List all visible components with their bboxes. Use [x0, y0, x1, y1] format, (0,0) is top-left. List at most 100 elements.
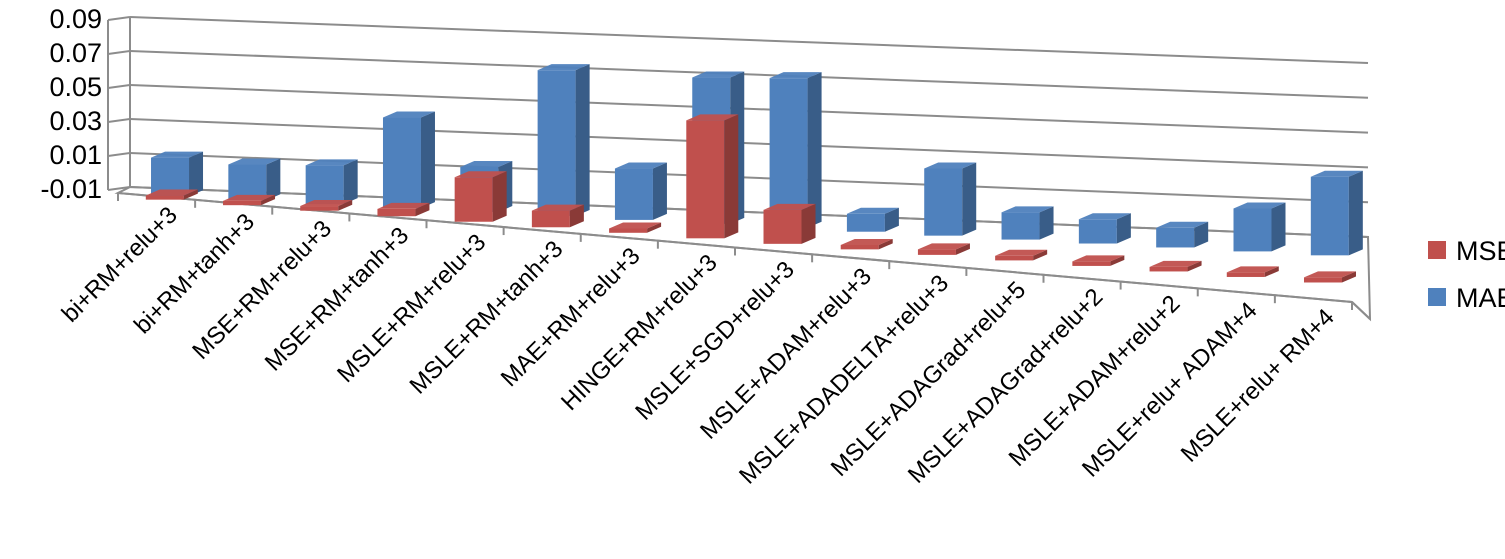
bar-side-face [1348, 170, 1363, 256]
bar-side-face [962, 162, 977, 236]
y-tick-label: -0.01 [40, 174, 102, 204]
bar-mse-9 [840, 238, 893, 250]
bar-side-face [261, 194, 276, 206]
bar-top-face [531, 204, 584, 211]
bar-top-face [454, 171, 507, 178]
side-gridline [107, 50, 131, 55]
bar-mae-2 [305, 159, 358, 205]
y-tick-label: 0.09 [49, 4, 102, 34]
bar-mse-6 [609, 222, 662, 233]
y-axis-ticks: -0.01 0.01 0.03 0.05 0.07 0.09 [40, 4, 102, 204]
bar-front-face [454, 177, 493, 222]
bar-side-face [652, 162, 667, 220]
bar-side-face [420, 111, 435, 209]
bar-mse-4 [454, 171, 507, 222]
bar-top-face [924, 162, 977, 169]
bar-side-face [1264, 266, 1279, 277]
bar-front-face [995, 255, 1034, 261]
y-tick-label: 0.07 [49, 38, 102, 68]
bar-mse-5 [531, 204, 584, 228]
bar-side-face [415, 202, 430, 217]
gridline [129, 16, 1369, 64]
bar-mae-15 [1310, 170, 1363, 256]
bar-side-face [1194, 221, 1209, 248]
legend-swatch-mae [1428, 288, 1446, 306]
bar-top-face [763, 203, 816, 210]
bar-top-face [846, 207, 899, 214]
bar-front-face [223, 200, 262, 206]
bar-front-face [1226, 272, 1265, 277]
side-gridline [107, 152, 131, 157]
x-tick-label: MSE+RM+tanh+3 [260, 222, 414, 376]
bar-top-face [460, 160, 513, 167]
bar-side-face [1187, 260, 1202, 272]
bar-side-face [807, 72, 822, 228]
bar-mae-8 [769, 72, 822, 228]
bar-mse-12 [1072, 255, 1125, 266]
bar-mae-9 [846, 207, 899, 232]
x-tick-label: MSE+RM+relu+3 [187, 215, 337, 365]
gridline [129, 50, 1369, 99]
bar-top-face [917, 243, 970, 250]
side-gridline [107, 16, 131, 21]
bar-top-face [305, 159, 358, 166]
bar-mae-3 [382, 111, 435, 209]
bar-top-face [995, 249, 1048, 256]
bar-side-face [338, 200, 353, 211]
bar-front-face [537, 70, 576, 216]
side-gridline [107, 84, 131, 89]
bar-mse-2 [300, 200, 353, 211]
bar-front-face [769, 78, 808, 228]
bar-top-face [537, 64, 590, 71]
bar-top-face [1078, 213, 1131, 220]
bar-front-face [614, 168, 653, 220]
bar-top-face [377, 202, 430, 209]
bar-top-face [151, 151, 204, 158]
gridline [129, 118, 1369, 169]
bar-side-face [1033, 249, 1048, 261]
floor-right-edge [1351, 301, 1371, 320]
bar-top-face [228, 158, 281, 165]
bar-top-face [1072, 255, 1125, 262]
bar-front-face [846, 213, 885, 232]
bar-side-face [1039, 206, 1054, 240]
bar-side-face [884, 207, 899, 232]
bar-side-face [1341, 271, 1356, 283]
bar-top-face [1149, 260, 1202, 267]
bar-top-face [1226, 266, 1279, 273]
bar-side-face [878, 238, 893, 250]
bar-front-face [531, 210, 570, 228]
bar-side-face [183, 189, 198, 200]
bars [145, 64, 1363, 283]
bar-mae-10 [924, 162, 977, 236]
bar-top-face [1303, 271, 1356, 278]
bar-top-face [223, 194, 276, 201]
bar-front-face [763, 209, 802, 244]
bar-front-face [377, 208, 416, 217]
bar-front-face [1156, 227, 1195, 248]
gridline [129, 84, 1369, 134]
bar-mse-8 [763, 203, 816, 244]
side-gridline [107, 118, 131, 123]
bar-side-face [955, 243, 970, 255]
bar-mae-6 [614, 162, 667, 220]
bar-front-face [686, 120, 725, 239]
bar-side-face [801, 203, 816, 244]
bar-front-face [917, 249, 956, 255]
bar-front-face [1233, 208, 1272, 252]
bar-side-face [1271, 202, 1286, 252]
legend: MSE MAE [1428, 236, 1505, 313]
bar-front-face [305, 165, 344, 205]
bar-mae-12 [1078, 213, 1131, 244]
bar-top-face [840, 238, 893, 245]
bar-top-face [609, 222, 662, 229]
bar-top-face [686, 114, 739, 121]
x-tick-label: HINGE+RM+relu+3 [556, 249, 723, 416]
bar-front-face [924, 168, 963, 236]
legend-label-mse: MSE [1456, 236, 1505, 266]
bar-mse-3 [377, 202, 430, 217]
bar-top-face [614, 162, 667, 169]
bar-top-face [1233, 202, 1286, 209]
chart-walls [107, 17, 1372, 322]
